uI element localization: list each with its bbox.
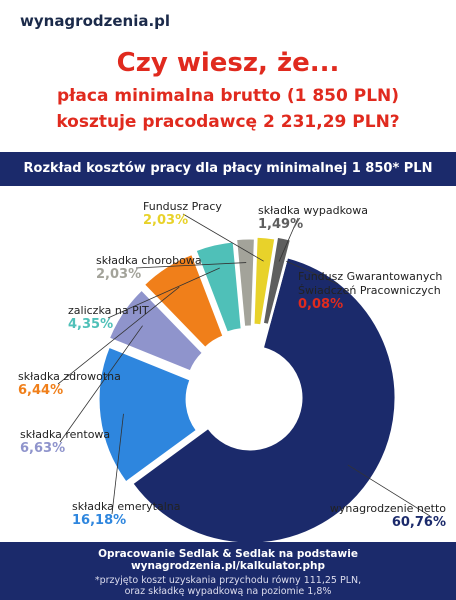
- category-label: składka chorobowa: [96, 254, 202, 267]
- value-label: 16,18%: [72, 513, 127, 528]
- category-label: składka emerytalna: [72, 500, 181, 513]
- category-label: składka wypadkowa: [258, 204, 369, 217]
- value-label: 1,49%: [258, 217, 304, 232]
- slice-label: składka wypadkowa 1,49%: [258, 204, 368, 232]
- slice: [98, 346, 197, 483]
- title-line: Czy wiesz, że...: [116, 48, 340, 78]
- leader-line: [57, 286, 180, 385]
- category-label: Fundusz Gwarantowanych Świadczeń Pracown…: [298, 270, 443, 297]
- slice-label: wynagrodzenie netto 60,76%: [330, 502, 446, 530]
- slice: [132, 257, 396, 544]
- leader-line: [278, 217, 299, 262]
- value-label: 6,63%: [20, 441, 66, 456]
- value-label: 4,35%: [68, 317, 114, 332]
- category-label: zaliczka na PIT: [68, 304, 149, 317]
- slice-label: składka emerytalna 16,18%: [72, 500, 180, 528]
- leader-line: [107, 267, 220, 319]
- value-label: 2,03%: [96, 267, 142, 282]
- site-name: wynagrodzenia.pl: [20, 12, 171, 30]
- slice-label: składka chorobowa 2,03%: [96, 254, 202, 282]
- slice: [143, 254, 224, 348]
- value-label: 60,76%: [391, 515, 446, 530]
- footer: Opracowanie Sedlak & Sedlak na podstawie…: [0, 542, 456, 600]
- slice: [262, 236, 291, 325]
- slice-label: zaliczka na PIT 4,35%: [68, 304, 149, 332]
- leader-line: [347, 464, 431, 517]
- slice: [253, 236, 276, 326]
- footer-line: Opracowanie Sedlak & Sedlak na podstawie…: [98, 548, 358, 572]
- value-label: 0,08%: [298, 297, 344, 312]
- title-line: płaca minimalna brutto (1 850 PLN): [56, 86, 400, 106]
- category-label: Fundusz Pracy: [143, 200, 222, 213]
- slice: [108, 289, 203, 372]
- category-label: składka rentowa: [20, 428, 111, 441]
- leader-line: [135, 262, 247, 269]
- slice-label: Fundusz Pracy 2,03%: [143, 200, 222, 228]
- leader-line: [59, 325, 143, 443]
- slice-label: Fundusz Gwarantowanych Świadczeń Pracown…: [298, 270, 448, 312]
- category-label: składka zdrowotna: [18, 370, 121, 383]
- subtitle-banner: Rozkład kosztów pracy dla płacy minimaln…: [0, 152, 456, 186]
- footer-line: oraz składkę wypadkową na poziomie 1,8%: [124, 586, 332, 597]
- category-label: wynagrodzenie netto: [329, 502, 446, 515]
- slice-label: składka zdrowotna 6,44%: [18, 370, 121, 398]
- leader-line: [182, 213, 264, 262]
- slice: [236, 238, 255, 327]
- title-line: kosztuje pracodawcę 2 231,29 PLN?: [56, 112, 400, 132]
- footer-line: *przyjęto koszt uzyskania przychodu równ…: [94, 575, 362, 586]
- slice: [269, 237, 294, 324]
- slice-label: składka rentowa 6,63%: [20, 428, 110, 456]
- value-label: 6,44%: [18, 383, 64, 398]
- leader-line: [111, 413, 124, 515]
- value-label: 2,03%: [143, 213, 189, 228]
- leader-line: [286, 260, 339, 285]
